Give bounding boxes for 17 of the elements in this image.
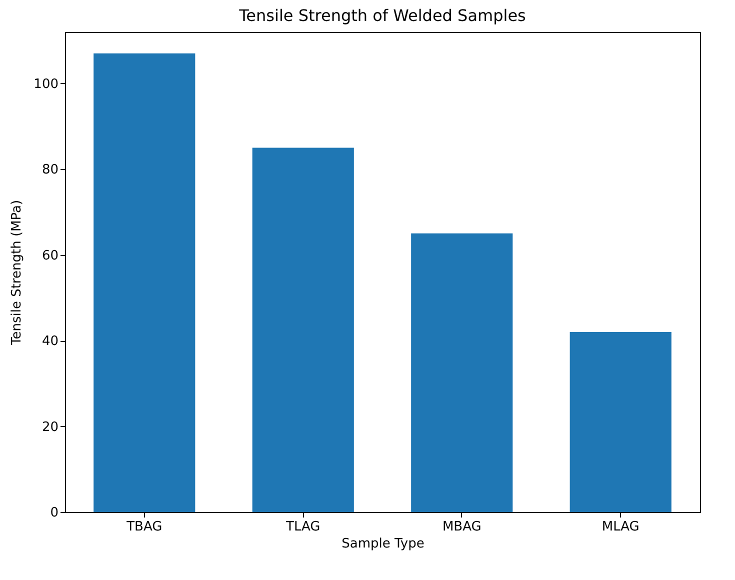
bar [411, 233, 513, 512]
y-tick-label: 80 [42, 162, 58, 178]
bar [252, 148, 354, 512]
y-tick-label: 20 [42, 420, 58, 435]
y-tick-label: 0 [50, 506, 58, 520]
x-tick-label: MBAG [442, 520, 482, 534]
y-tick-label: 100 [34, 76, 58, 92]
x-tick-label: MLAG [602, 520, 640, 534]
x-tick-label: TBAG [126, 520, 162, 534]
x-tick-label: TLAG [285, 520, 320, 534]
y-tick-label: 40 [42, 334, 58, 350]
bar [94, 53, 196, 512]
x-axis-title: Sample Type [342, 536, 424, 552]
y-axis-title: Tensile Strength (MPa) [10, 200, 25, 346]
chart-title: Tensile Strength of Welded Samples [238, 6, 526, 25]
bar [570, 332, 672, 512]
y-tick-label: 60 [42, 248, 58, 264]
